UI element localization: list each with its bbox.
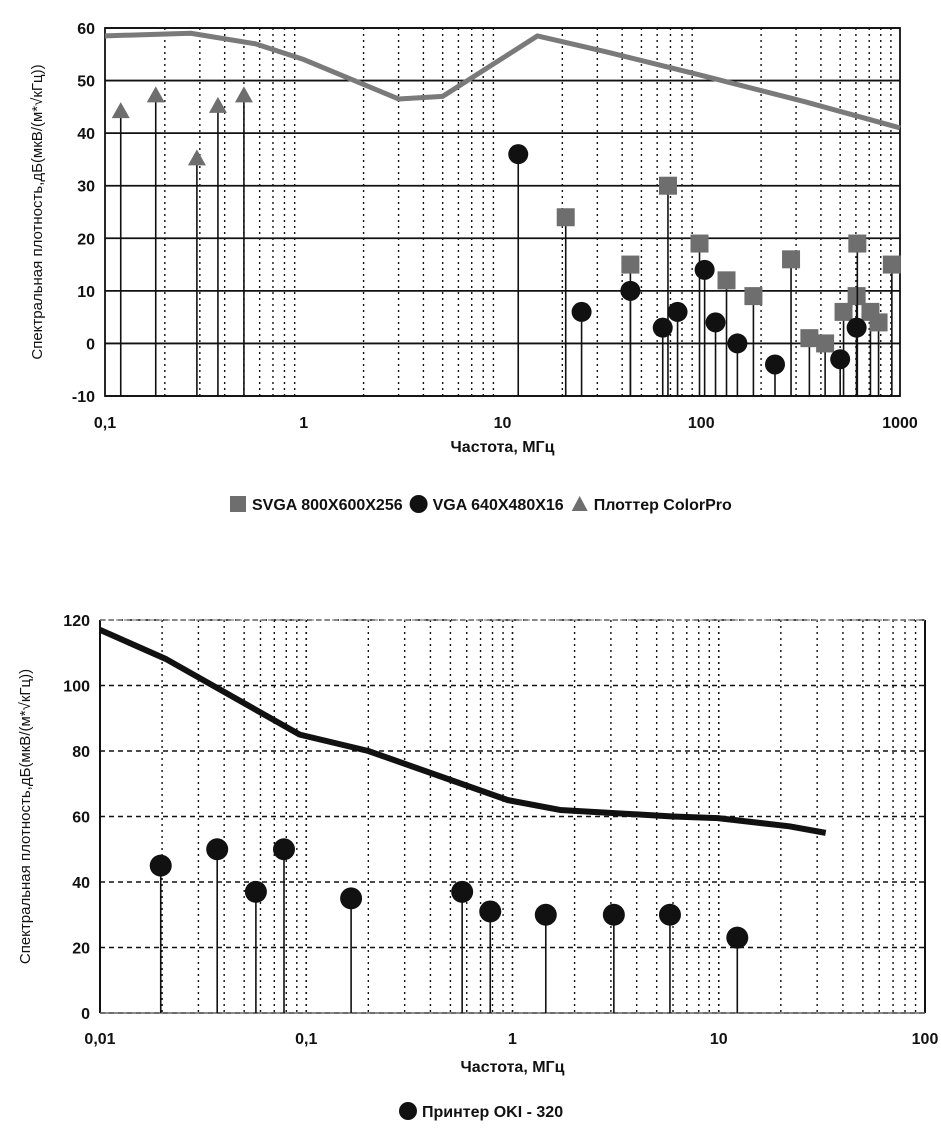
data-point-circle [508,144,529,165]
x-axis-title: Частота, МГц [451,439,555,456]
y-tick-label: 60 [77,21,95,38]
x-tick-label: 1000 [882,415,918,432]
data-point-circle [340,887,363,910]
series-limit-line [104,30,901,131]
data-point-circle [620,280,641,301]
data-point-circle [764,354,785,375]
data-point-circle [451,880,474,903]
chart-bottom: 0 20 40 60 80 100 120 0,01 0,1 1 10 100 Частота, МГц… [17,613,938,1121]
data-point-square [717,271,736,290]
y-tick-label: -10 [72,389,95,406]
legend-label: Принтер OKI - 320 [422,1104,563,1121]
data-point-circle [667,301,688,322]
data-point-square [556,208,575,227]
data-point-circle [571,301,592,322]
data-point-circle [149,854,172,877]
x-tick-label: 0,01 [84,1031,115,1048]
y-tick-label: 0 [86,336,95,353]
grid [100,619,925,1014]
grid [105,27,900,397]
legend: Принтер OKI - 320 [399,1102,563,1121]
legend-swatch-circle [409,495,428,513]
data-point-square [690,234,709,253]
data-point-square [882,255,901,274]
y-tick-label: 10 [77,284,95,301]
data-point-circle [694,259,715,280]
data-point-circle [727,333,748,354]
y-tick-label: 40 [77,126,95,143]
data-point-circle [726,926,749,949]
y-tick-label: 0 [81,1006,90,1023]
chart-top: -10 0 10 20 30 40 50 60 0,1 1 10 100 1000 Частота, МГ… [29,21,918,514]
data-point-square [782,250,801,269]
data-point-circle [272,838,295,861]
data-point-circle [658,903,681,926]
legend-label: VGA 640X480X16 [433,497,564,514]
x-axis-title: Частота, МГц [461,1059,565,1076]
data-point-square [800,329,819,348]
y-tick-label: 100 [63,679,90,696]
data-point-triangle [234,86,253,103]
data-point-circle [652,317,673,338]
data-point-square [848,234,867,253]
x-tick-label: 10 [494,415,512,432]
series-vga-640x480x16 [508,144,867,396]
y-tick-label: 40 [72,875,90,892]
data-point-triangle [146,86,165,103]
data-point-circle [206,838,229,861]
series-плоттер-colorpro [111,86,253,396]
y-tick-label: 60 [72,810,90,827]
data-point-square [658,176,677,195]
y-tick-label: 80 [72,744,90,761]
data-point-square [744,287,763,306]
data-point-square [834,302,853,321]
series-limit-line [98,627,827,836]
legend-swatch-square [230,496,246,512]
data-point-circle [534,903,557,926]
data-point-triangle [111,102,130,119]
y-axis-title: Спектральная плотность,дБ(мкВ/(м*√кГц)) [17,669,34,964]
y-tick-label: 20 [77,231,95,248]
x-tick-label: 0,1 [94,415,116,432]
y-tick-label: 30 [77,179,95,196]
data-point-square [869,313,888,332]
x-tick-label: 1 [299,415,308,432]
limit-line [98,627,827,836]
x-tick-label: 100 [912,1031,939,1048]
legend-swatch-triangle [571,496,588,511]
legend-swatch-circle [399,1102,417,1120]
data-point-triangle [187,149,206,166]
data-point-circle [705,312,726,333]
legend: SVGA 800X600X256 VGA 640X480X16 Плоттер Co… [230,495,732,514]
data-point-triangle [208,96,227,113]
legend-label: SVGA 800X600X256 [252,497,403,514]
series-принтер-oki-320 [149,838,749,1013]
data-point-circle [846,317,867,338]
data-point-square [621,255,640,274]
x-tick-label: 100 [688,415,715,432]
data-point-circle [244,880,267,903]
data-point-square [816,334,835,353]
data-point-circle [602,903,625,926]
x-tick-label: 0,1 [295,1031,317,1048]
y-tick-label: 50 [77,74,95,91]
x-tick-label: 10 [710,1031,728,1048]
data-point-circle [479,900,502,923]
y-tick-label: 120 [63,613,90,630]
x-tick-label: 1 [508,1031,517,1048]
limit-line [104,30,901,131]
y-tick-label: 20 [72,941,90,958]
plot-frame [104,27,901,397]
y-axis-title: Спектральная плотность,дБ(мкВ/(м*√кГц)) [29,64,46,359]
data-point-circle [830,349,851,370]
legend-label: Плоттер ColorPro [594,497,732,514]
